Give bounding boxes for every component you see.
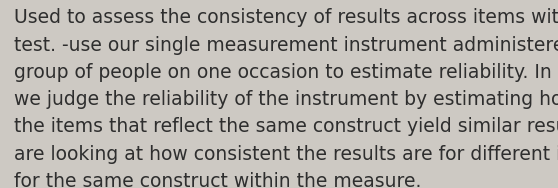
Text: Used to assess the consistency of results across items within a
test. -use our s: Used to assess the consistency of result… [14,8,558,188]
